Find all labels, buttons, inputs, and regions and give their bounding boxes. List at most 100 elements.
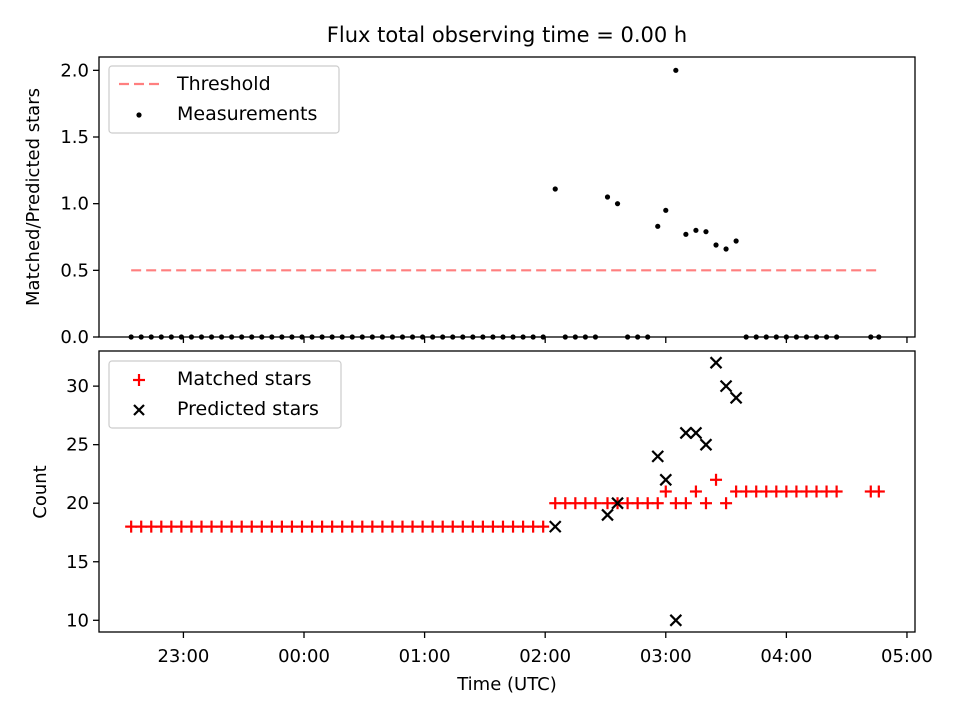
matched-star-point	[215, 520, 228, 533]
predicted-star-point	[679, 426, 693, 440]
x-axis-label: Time (UTC)	[456, 674, 557, 695]
predicted-star-point	[719, 379, 733, 393]
matched-star-point	[589, 497, 602, 510]
matched-star-point	[810, 485, 823, 498]
matched-star-point	[579, 497, 592, 510]
top-legend: Threshold Measurements	[108, 65, 340, 134]
matched-star-point	[295, 520, 308, 533]
predicted-star-point	[611, 496, 624, 510]
matched-star-point	[710, 473, 723, 486]
measurement-point	[604, 194, 611, 200]
matched-star-point	[699, 497, 712, 510]
matched-star-point	[496, 520, 509, 533]
matched-star-point	[285, 520, 298, 533]
matched-star-point	[517, 520, 530, 533]
bottom-y-tick-label: 15	[66, 552, 89, 573]
x-tick-label: 01:00	[399, 646, 451, 667]
matched-star-point	[659, 485, 672, 498]
matched-star-point	[386, 520, 399, 533]
bottom-legend: Matched stars Predicted stars	[108, 360, 342, 429]
matched-star-point	[780, 485, 793, 498]
measurement-point	[703, 229, 709, 235]
matched-star-point	[537, 520, 550, 533]
matched-star-point	[800, 485, 813, 498]
matched-star-point	[456, 520, 469, 533]
predicted-points	[548, 356, 743, 627]
matched-star-point	[770, 485, 783, 498]
matched-star-point	[255, 520, 268, 533]
matched-star-point	[651, 497, 664, 510]
matched-star-point	[416, 520, 429, 533]
top-y-tick-label: 0.5	[60, 260, 89, 281]
top-legend-box	[108, 65, 340, 134]
matched-star-point	[185, 520, 198, 533]
bottom-y-tick-label: 10	[66, 610, 89, 631]
matched-star-point	[476, 520, 489, 533]
bottom-y-ticks: 10 15 20 25 30	[66, 376, 99, 631]
bottom-axes-frame	[98, 350, 916, 633]
top-y-tick-label: 1.0	[60, 194, 89, 215]
matched-star-point	[406, 520, 419, 533]
top-y-tick-label: 0.0	[60, 327, 89, 348]
matched-star-point	[235, 520, 248, 533]
matched-star-point	[376, 520, 389, 533]
matched-star-point	[631, 497, 644, 510]
x-tick-label: 03:00	[640, 646, 692, 667]
measurement-point	[713, 242, 719, 248]
matched-star-point	[527, 520, 540, 533]
measurement-point	[655, 223, 661, 229]
predicted-star-point	[689, 426, 703, 440]
matched-star-point	[155, 520, 168, 533]
matched-star-point	[549, 497, 562, 510]
matched-star-point	[366, 520, 379, 533]
matched-star-point	[436, 520, 449, 533]
matched-star-point	[641, 497, 654, 510]
matched-star-point	[679, 497, 692, 510]
bottom-y-axis-label: Count	[30, 465, 51, 518]
matched-star-point	[790, 485, 803, 498]
bottom-y-tick-label: 25	[66, 435, 89, 456]
top-y-tick-label: 2.0	[60, 60, 89, 81]
matched-star-point	[830, 485, 843, 498]
matched-star-point	[356, 520, 369, 533]
x-tick-label: 05:00	[881, 646, 933, 667]
matched-star-point	[125, 520, 138, 533]
measurement-point	[723, 246, 729, 252]
measurement-point	[693, 227, 699, 233]
matched-star-point	[145, 520, 158, 533]
top-y-ticks: 0.0 0.5 1.0 1.5 2.0	[60, 60, 99, 348]
top-axes-frame	[98, 56, 916, 338]
predicted-star-point	[651, 450, 665, 463]
legend-measurements-swatch	[136, 112, 142, 118]
matched-points	[125, 473, 885, 533]
predicted-star-point	[601, 508, 614, 522]
legend-threshold-label: Threshold	[176, 73, 271, 95]
matched-star-point	[486, 520, 499, 533]
matched-star-point	[466, 520, 479, 533]
predicted-star-point	[659, 473, 673, 487]
bottom-legend-box	[108, 360, 342, 429]
matched-star-point	[720, 497, 733, 510]
matched-star-point	[175, 520, 188, 533]
matched-star-point	[730, 485, 743, 498]
matched-star-point	[275, 520, 288, 533]
matched-star-point	[740, 485, 753, 498]
matched-star-point	[265, 520, 278, 533]
predicted-star-point	[669, 614, 683, 627]
matched-star-point	[346, 520, 359, 533]
matched-star-point	[135, 520, 148, 533]
matched-star-point	[336, 520, 349, 533]
matched-star-point	[205, 520, 218, 533]
measurement-point	[683, 231, 689, 237]
matched-star-point	[872, 485, 885, 498]
matched-star-point	[689, 485, 702, 498]
predicted-star-point	[699, 438, 713, 451]
x-tick-label: 04:00	[760, 646, 812, 667]
matched-star-point	[507, 520, 520, 533]
predicted-star-point	[548, 520, 562, 533]
x-tick-label: 23:00	[157, 646, 209, 667]
top-panel: 0.00.51.01.52.0 Matched/Predicted stars …	[23, 56, 916, 348]
bottom-y-tick-label: 20	[66, 493, 89, 514]
predicted-star-point	[709, 356, 723, 369]
